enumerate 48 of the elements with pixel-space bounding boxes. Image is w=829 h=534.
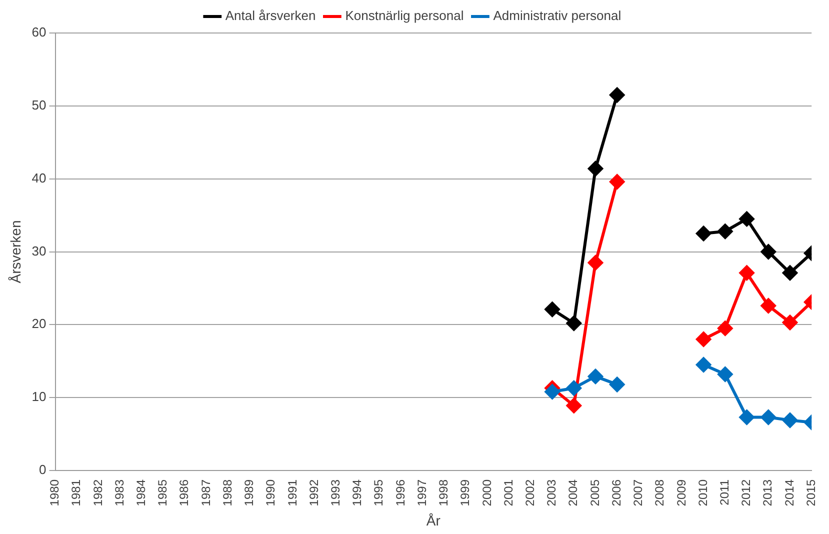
y-tick-label: 0	[39, 462, 46, 478]
x-tick-label: 1997	[414, 479, 429, 506]
x-tick-label: 2006	[609, 479, 624, 506]
x-tick-label: 1998	[436, 479, 451, 506]
x-tick-label: 1985	[156, 479, 170, 506]
x-tick-label: 2003	[544, 479, 559, 506]
x-tick-label: 1994	[350, 479, 364, 506]
x-axis-title: År	[426, 512, 441, 528]
x-tick-label: 2014	[782, 479, 796, 506]
x-tick-label: 1983	[112, 479, 126, 506]
x-tick-label: 1999	[458, 479, 472, 506]
x-tick-label: 2015	[804, 479, 818, 506]
x-tick-label: 2005	[588, 479, 602, 506]
y-tick-label: 10	[32, 389, 46, 404]
y-axis-title: Årsverken	[7, 220, 24, 284]
legend-label: Administrativ personal	[493, 8, 622, 24]
y-tick-label: 30	[32, 243, 46, 258]
legend-label: Antal årsverken	[225, 8, 316, 24]
x-tick-label: 1981	[69, 479, 84, 506]
x-tick-label: 2013	[760, 479, 775, 506]
x-tick-label: 2004	[566, 479, 580, 506]
x-tick-label: 1986	[177, 479, 192, 506]
y-tick-label: 40	[32, 170, 46, 186]
x-tick-label: 2009	[674, 479, 688, 506]
x-tick-label: 1988	[220, 479, 234, 506]
legend-label: Konstnärlig personal	[345, 8, 464, 24]
y-tick-label: 50	[32, 97, 46, 112]
x-tick-label: 2011	[717, 479, 732, 506]
x-tick-label: 1980	[48, 479, 62, 506]
x-tick-label: 2001	[501, 479, 516, 506]
y-tick-label: 60	[32, 24, 46, 40]
x-tick-label: 2010	[696, 479, 710, 506]
x-tick-label: 1996	[393, 479, 408, 506]
y-tick-label: 20	[32, 316, 46, 332]
x-tick-label: 1982	[90, 479, 105, 506]
x-tick-label: 1984	[134, 479, 148, 506]
x-tick-label: 2002	[522, 479, 537, 506]
x-tick-label: 2008	[652, 479, 667, 506]
x-tick-label: 2007	[631, 479, 646, 506]
x-tick-label: 1987	[198, 479, 213, 506]
x-tick-label: 2012	[739, 479, 754, 506]
x-tick-label: 1989	[242, 479, 256, 506]
x-tick-label: 1990	[264, 479, 278, 506]
x-tick-label: 1991	[285, 479, 300, 506]
x-tick-label: 1993	[328, 479, 342, 506]
x-tick-label: 2000	[480, 479, 494, 506]
x-tick-label: 1992	[306, 479, 321, 506]
x-tick-label: 1995	[372, 479, 386, 506]
